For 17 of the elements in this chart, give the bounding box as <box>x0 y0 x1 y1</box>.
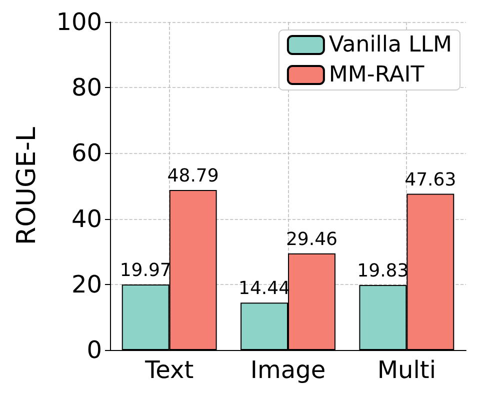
data-label: 29.46 <box>286 228 338 250</box>
data-label: 47.63 <box>404 169 456 190</box>
y-tick-label: 60 <box>71 139 102 168</box>
x-tick-label: Multi <box>377 356 436 384</box>
y-tick-label: 20 <box>71 270 102 298</box>
legend-label: MM-RAIT <box>328 62 425 88</box>
y-tick-label: 100 <box>56 8 102 36</box>
legend-label: Vanilla LLM <box>328 32 452 58</box>
data-label: 48.79 <box>167 165 219 186</box>
data-label: 14.44 <box>238 278 290 300</box>
data-label: 19.97 <box>120 260 172 281</box>
y-tick-label: 0 <box>86 336 102 364</box>
x-tick-label: Image <box>250 356 326 384</box>
y-axis-title: ROUGE-L <box>12 126 42 246</box>
y-tick-label: 40 <box>71 204 102 233</box>
x-tick-label: Text <box>144 356 194 384</box>
y-tick-label: 80 <box>71 74 102 102</box>
